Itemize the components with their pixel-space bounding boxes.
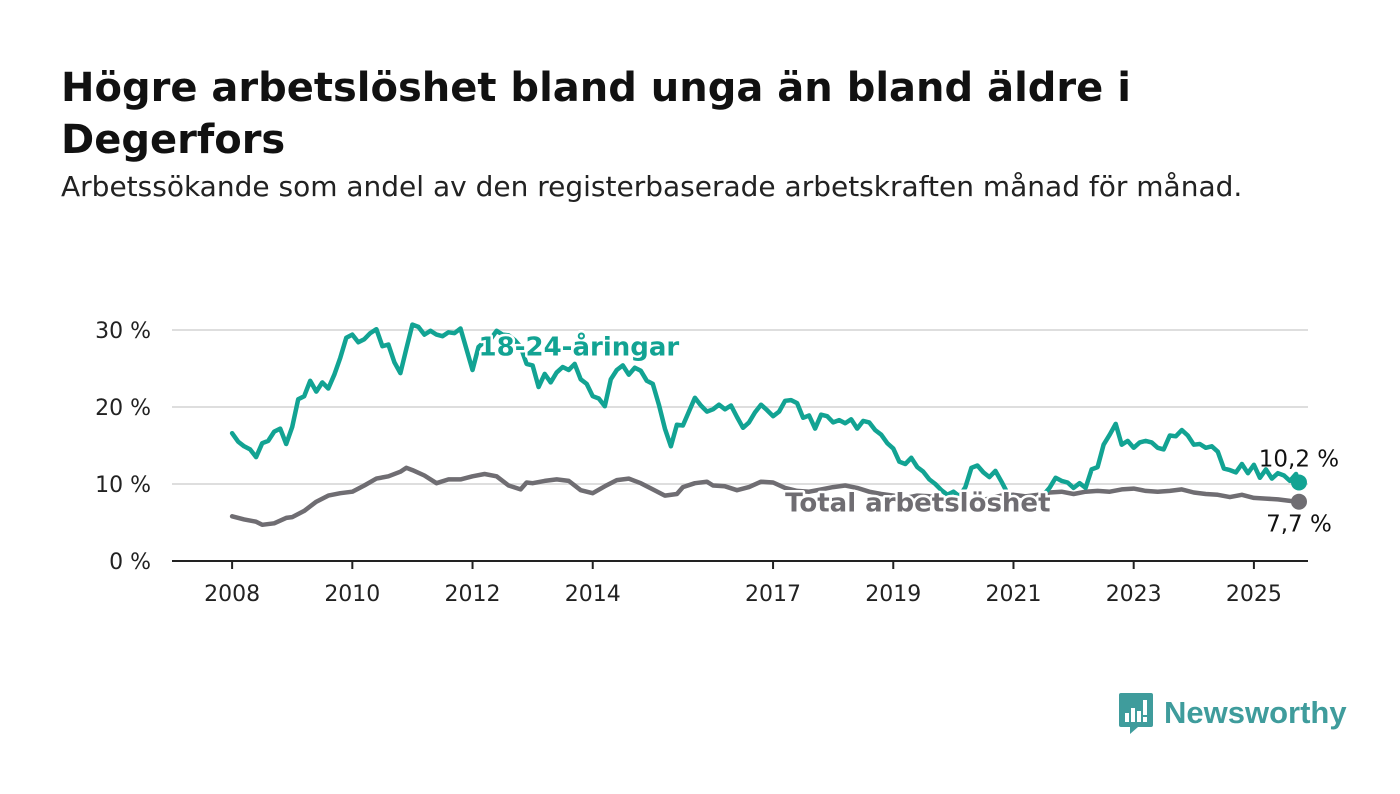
gridlines (172, 329, 1308, 485)
x-tick-label: 2019 (865, 582, 921, 607)
chart-subtitle: Arbetssökande som andel av den registerb… (61, 170, 1243, 203)
end-value-label: 10,2 % (1259, 446, 1339, 472)
x-tick-label: 2021 (985, 582, 1041, 607)
chart-title: Högre arbetslöshet bland unga än bland ä… (61, 65, 1131, 163)
newsworthy-logo-icon (1119, 693, 1153, 734)
series-label-18-24-åringar: 18-24-åringar (479, 330, 680, 362)
y-axis-tick-labels: 0 % 10 % 20 % 30 % (95, 319, 151, 575)
x-axis-ticks: 2008 2010 2012 2014 2017 2019 2021 2023 2025 (204, 561, 1282, 607)
end-value-label: 7,7 % (1266, 512, 1332, 538)
newsworthy-logo[interactable]: Newsworthy (1118, 690, 1347, 736)
y-tick-label: 20 % (95, 396, 151, 421)
series-endpoints: 10,2 % 7,7 % (1259, 446, 1339, 537)
x-tick-label: 2014 (565, 582, 621, 607)
newsworthy-logo-text: Newsworthy (1164, 695, 1347, 730)
x-tick-label: 2010 (324, 582, 380, 607)
x-tick-label: 2012 (445, 582, 501, 607)
endpoint-total-arbetslöshet (1290, 493, 1307, 510)
x-tick-label: 2008 (204, 582, 260, 607)
series-line-18-24-åringar (229, 322, 1302, 509)
x-tick-label: 2023 (1106, 582, 1162, 607)
series-lines (229, 322, 1302, 528)
y-tick-label: 30 % (95, 319, 151, 344)
x-tick-label: 2025 (1226, 582, 1282, 607)
y-tick-label: 0 % (109, 550, 151, 575)
x-tick-label: 2017 (745, 582, 801, 607)
series-labels: 18-24-åringar Total arbetslöshet (476, 328, 1053, 521)
endpoint-18-24-åringar (1290, 474, 1307, 491)
series-label-total-arbetslöshet: Total arbetslöshet (785, 489, 1050, 519)
series-line-total-arbetslöshet (229, 465, 1302, 528)
y-tick-label: 10 % (95, 473, 151, 498)
